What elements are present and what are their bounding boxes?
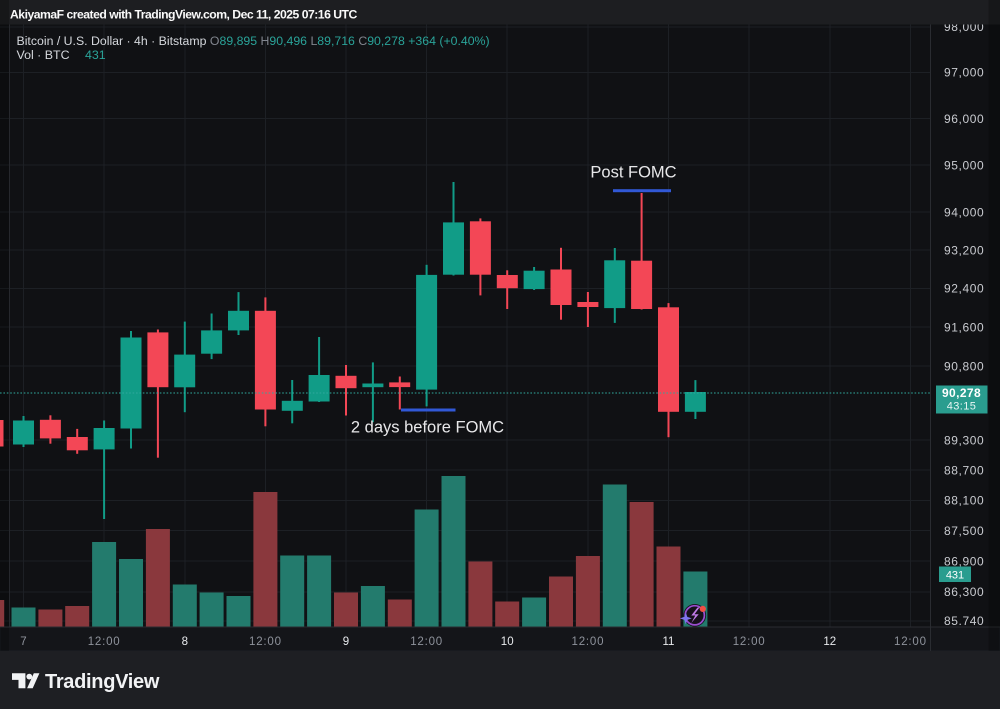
- svg-text:12:00: 12:00: [894, 636, 927, 648]
- svg-text:86,300: 86,300: [944, 585, 984, 599]
- svg-text:97,000: 97,000: [944, 66, 984, 80]
- svg-text:TradingView: TradingView: [45, 671, 160, 693]
- svg-text:10: 10: [501, 636, 514, 648]
- svg-text:87,500: 87,500: [944, 524, 984, 538]
- svg-text:43:15: 43:15: [947, 401, 977, 413]
- svg-text:88,100: 88,100: [944, 494, 984, 508]
- svg-text:AkiyamaF created with TradingV: AkiyamaF created with TradingView.com, D…: [10, 8, 357, 22]
- svg-text:2 days before FOMC: 2 days before FOMC: [351, 419, 504, 437]
- svg-text:90,800: 90,800: [944, 359, 984, 373]
- svg-text:93,200: 93,200: [944, 243, 984, 257]
- svg-text:88,700: 88,700: [944, 463, 984, 477]
- svg-text:90,278: 90,278: [942, 386, 981, 400]
- svg-text:431: 431: [946, 569, 964, 581]
- svg-text:12:00: 12:00: [249, 636, 282, 648]
- svg-text:89,300: 89,300: [944, 433, 984, 447]
- svg-text:Post FOMC: Post FOMC: [590, 164, 676, 182]
- svg-text:12:00: 12:00: [572, 636, 605, 648]
- svg-text:92,400: 92,400: [944, 282, 984, 296]
- svg-text:11: 11: [663, 636, 675, 648]
- svg-text:91,600: 91,600: [944, 320, 984, 334]
- svg-text:12:00: 12:00: [733, 636, 766, 648]
- svg-text:86,900: 86,900: [944, 554, 984, 568]
- svg-text:12:00: 12:00: [410, 636, 443, 648]
- svg-text:96,000: 96,000: [944, 112, 984, 126]
- svg-text:95,000: 95,000: [944, 158, 984, 172]
- svg-text:7: 7: [20, 636, 26, 648]
- svg-text:12: 12: [823, 636, 836, 648]
- svg-text:Bitcoin / U.S. Dollar · 4h · B: Bitcoin / U.S. Dollar · 4h · Bitstamp O8…: [17, 34, 490, 48]
- svg-text:9: 9: [343, 636, 349, 648]
- svg-text:85.740: 85.740: [944, 614, 984, 628]
- svg-text:Vol · BTC 431: Vol · BTC 431: [17, 48, 106, 62]
- svg-text:12:00: 12:00: [88, 636, 121, 648]
- svg-text:8: 8: [182, 636, 188, 648]
- svg-text:94,000: 94,000: [944, 205, 984, 219]
